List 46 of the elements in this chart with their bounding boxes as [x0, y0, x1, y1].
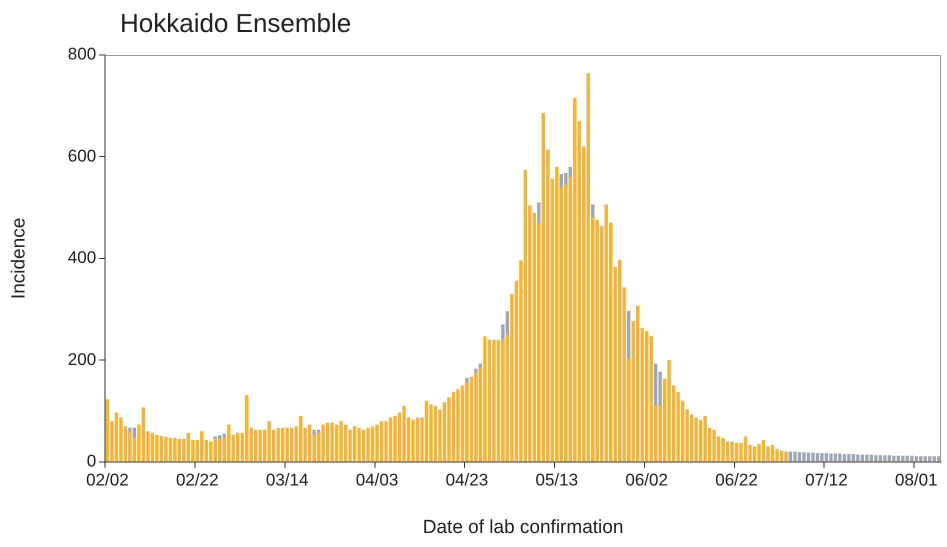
x-tick-label: 04/03: [356, 470, 398, 490]
y-tick-label: 800: [68, 44, 96, 64]
y-axis-title: Incidence: [8, 218, 30, 300]
bar: [802, 452, 806, 462]
bar: [798, 452, 802, 462]
bar: [762, 440, 766, 462]
bar: [370, 426, 374, 462]
bar: [734, 442, 738, 462]
bar: [788, 452, 792, 462]
bar: [793, 452, 797, 462]
bar: [357, 428, 361, 462]
x-tick-label: 05/13: [536, 470, 578, 490]
bar: [452, 392, 456, 462]
x-tick-label: 02/02: [86, 470, 129, 490]
bar: [770, 445, 774, 462]
x-tick-label: 02/22: [176, 470, 219, 490]
bar: [712, 430, 716, 462]
x-tick-label: 04/23: [446, 470, 488, 490]
bar: [757, 444, 761, 462]
y-tick-label: 600: [68, 146, 96, 166]
bar: [106, 399, 110, 462]
bar: [721, 438, 725, 462]
bar: [375, 424, 379, 462]
bar: [784, 452, 788, 462]
bar: [380, 421, 384, 462]
x-tick-label: 07/12: [805, 470, 848, 490]
x-tick-label: 06/22: [715, 470, 758, 490]
y-tick-label: 0: [86, 451, 96, 470]
x-tick-label: 08/01: [895, 470, 938, 490]
x-axis-title: Date of lab confirmation: [422, 516, 624, 538]
bar: [352, 426, 356, 462]
bar: [366, 428, 370, 462]
bar: [752, 446, 756, 462]
x-tick-label: 03/14: [266, 470, 308, 490]
bar: [780, 450, 784, 462]
bar: [775, 449, 779, 462]
bar: [393, 416, 397, 462]
y-tick-label: 400: [68, 248, 96, 268]
y-tick-label: 200: [68, 350, 96, 369]
bar: [806, 452, 810, 462]
bar: [384, 421, 388, 462]
bar: [411, 420, 415, 462]
x-tick-label: 06/02: [625, 470, 668, 490]
bar: [726, 441, 730, 462]
chart-title: Hokkaido Ensemble: [120, 8, 352, 39]
bar: [730, 441, 734, 462]
